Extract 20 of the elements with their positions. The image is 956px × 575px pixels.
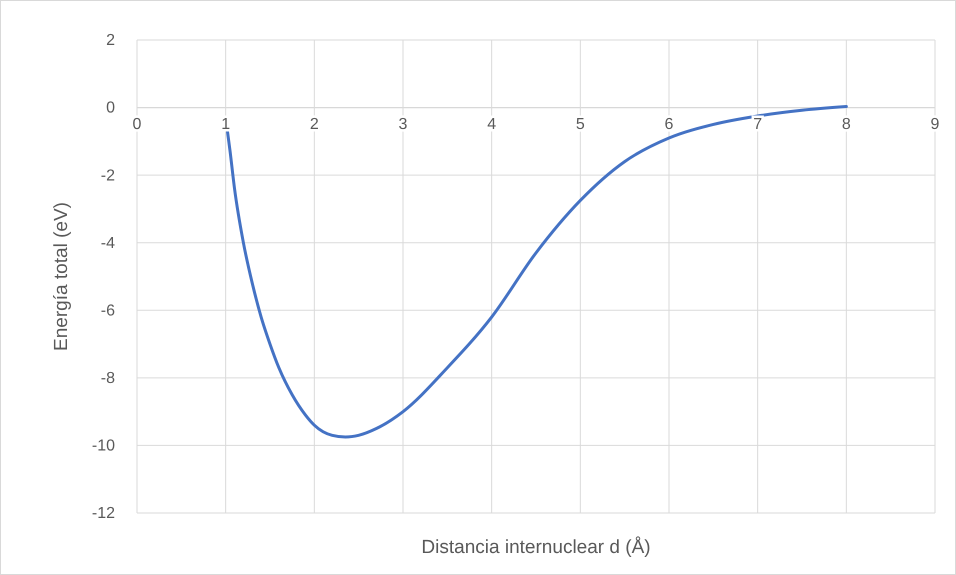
y-tick-label: -8 bbox=[100, 370, 116, 387]
y-tick-label: -6 bbox=[100, 302, 116, 320]
y-tick-label: 0 bbox=[106, 100, 116, 117]
x-tick-label: 0 bbox=[132, 116, 142, 133]
x-tick-label: 7 bbox=[753, 116, 762, 133]
y-axis-title: Energía total (eV) bbox=[51, 202, 72, 351]
x-tick-label: 8 bbox=[842, 116, 851, 133]
y-tick-label: -12 bbox=[92, 505, 116, 522]
y-tick-label: 2 bbox=[106, 32, 116, 50]
x-tick-label: 6 bbox=[664, 116, 674, 133]
y-tick-label: -4 bbox=[100, 234, 116, 252]
line-series bbox=[224, 105, 848, 438]
x-axis-title: Distancia internuclear d (Å) bbox=[421, 536, 651, 558]
x-tick-label: 3 bbox=[398, 116, 408, 133]
y-tick-label: -10 bbox=[92, 438, 116, 455]
x-tick-label: 2 bbox=[310, 116, 319, 133]
y-tick-label: -2 bbox=[100, 167, 116, 184]
x-tick-label: 5 bbox=[576, 116, 585, 133]
x-tick-label: 4 bbox=[487, 116, 496, 133]
x-tick-label: 9 bbox=[930, 116, 940, 133]
